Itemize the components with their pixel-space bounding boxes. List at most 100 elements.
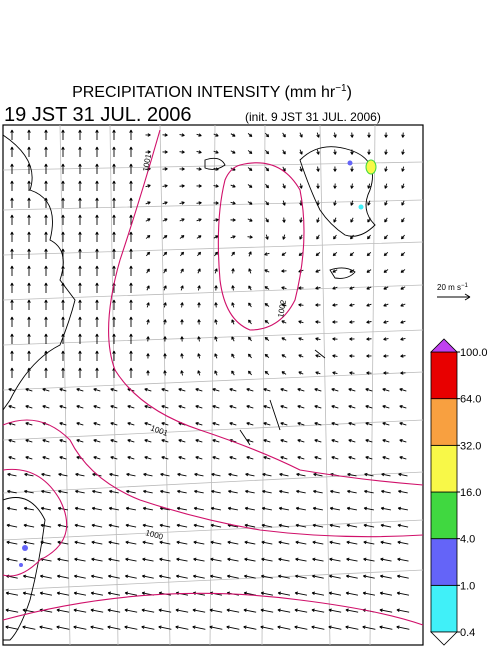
wind-vector xyxy=(110,422,118,426)
wind-vector xyxy=(366,269,372,273)
rain-cell xyxy=(347,160,353,166)
wind-vector xyxy=(10,282,14,293)
wind-vector xyxy=(5,591,19,596)
wind-vector xyxy=(78,350,82,361)
wind-vector xyxy=(161,439,169,443)
wind-vector xyxy=(260,591,274,596)
wind-vector xyxy=(281,252,287,256)
wind-vector xyxy=(401,132,405,138)
wind-vector xyxy=(10,180,14,191)
wind-vector xyxy=(44,146,48,157)
wind-vector xyxy=(141,625,155,630)
wind-vector xyxy=(209,625,223,630)
wind-vector xyxy=(297,405,305,409)
wind-vector xyxy=(95,146,99,157)
wind-vector xyxy=(400,251,406,257)
wind-vector xyxy=(316,234,320,240)
wind-vector xyxy=(261,506,272,511)
wind-vector xyxy=(145,184,151,188)
wind-vector xyxy=(231,336,235,342)
wind-vector xyxy=(246,422,254,426)
colorbar-segment xyxy=(430,491,458,540)
wind-vector xyxy=(265,166,270,172)
wind-vector xyxy=(349,371,355,375)
wind-vector xyxy=(129,316,133,327)
wind-scale-head xyxy=(464,293,471,301)
wind-vector xyxy=(25,456,33,460)
wind-vector xyxy=(59,439,67,443)
wind-vector xyxy=(126,489,136,494)
wind-vector xyxy=(180,302,184,308)
contour-label: 1001 xyxy=(141,153,153,173)
wind-vector xyxy=(366,354,372,358)
wind-vector xyxy=(76,422,84,426)
wind-vector xyxy=(158,625,172,630)
wind-vector xyxy=(382,439,390,443)
wind-vector xyxy=(22,574,35,579)
wind-vector xyxy=(298,354,304,358)
wind-vector xyxy=(384,149,388,155)
wind-vector xyxy=(315,337,321,341)
wind-vector xyxy=(279,472,289,477)
wind-vector xyxy=(129,146,133,157)
wind-vector xyxy=(299,132,303,138)
wind-vector xyxy=(332,337,338,341)
wind-vector xyxy=(210,557,222,562)
wind-vector xyxy=(247,235,253,239)
wind-vector xyxy=(129,333,133,344)
colorbar-segment xyxy=(430,584,458,633)
wind-vector xyxy=(399,456,407,460)
wind-vector xyxy=(312,506,323,511)
wind-vector xyxy=(278,557,290,562)
wind-vector xyxy=(146,370,150,376)
wind-vector xyxy=(162,201,168,205)
wind-vector xyxy=(125,506,136,511)
wind-vector xyxy=(214,353,218,359)
wind-vector xyxy=(231,370,235,376)
wind-vector xyxy=(27,367,31,378)
wind-vector xyxy=(27,333,31,344)
wind-vector xyxy=(245,489,255,494)
wind-vector xyxy=(59,422,67,426)
wind-vector xyxy=(296,472,306,477)
wind-vector xyxy=(95,197,99,208)
wind-vector xyxy=(74,557,86,562)
wind-vector xyxy=(331,388,339,392)
wind-vector xyxy=(108,506,119,511)
rain-cell xyxy=(22,545,28,551)
wind-vector xyxy=(282,200,286,206)
wind-vector xyxy=(315,354,321,358)
wind-vector xyxy=(112,316,116,327)
wind-vector xyxy=(315,371,321,375)
wind-vector xyxy=(260,625,274,630)
wind-vector xyxy=(44,333,48,344)
wind-vector xyxy=(366,251,372,257)
wind-vector xyxy=(265,132,270,138)
wind-vector xyxy=(78,197,82,208)
wind-vector xyxy=(295,540,307,545)
wind-vector xyxy=(192,608,206,613)
wind-vector xyxy=(263,388,271,392)
wind-vector xyxy=(383,354,389,358)
wind-vector xyxy=(212,422,220,426)
wind-vector xyxy=(197,302,201,308)
wind-vector xyxy=(78,265,82,276)
wind-vector xyxy=(260,608,274,613)
wind-vector xyxy=(40,506,51,511)
wind-vector xyxy=(264,370,270,375)
wind-vector xyxy=(76,405,84,409)
wind-vector xyxy=(329,557,341,562)
wind-vector xyxy=(229,405,237,409)
wind-vector xyxy=(145,235,151,239)
wind-vector xyxy=(23,523,35,528)
wind-vector xyxy=(345,608,359,613)
wind-vector xyxy=(93,405,101,409)
wind-vector xyxy=(314,439,322,443)
wind-vector xyxy=(348,456,356,460)
wind-vector xyxy=(264,353,270,358)
wind-vector xyxy=(245,472,255,477)
wind-vector xyxy=(297,422,305,426)
wind-vector xyxy=(400,371,406,375)
wind-vector xyxy=(294,625,308,630)
wind-vector xyxy=(56,608,70,613)
